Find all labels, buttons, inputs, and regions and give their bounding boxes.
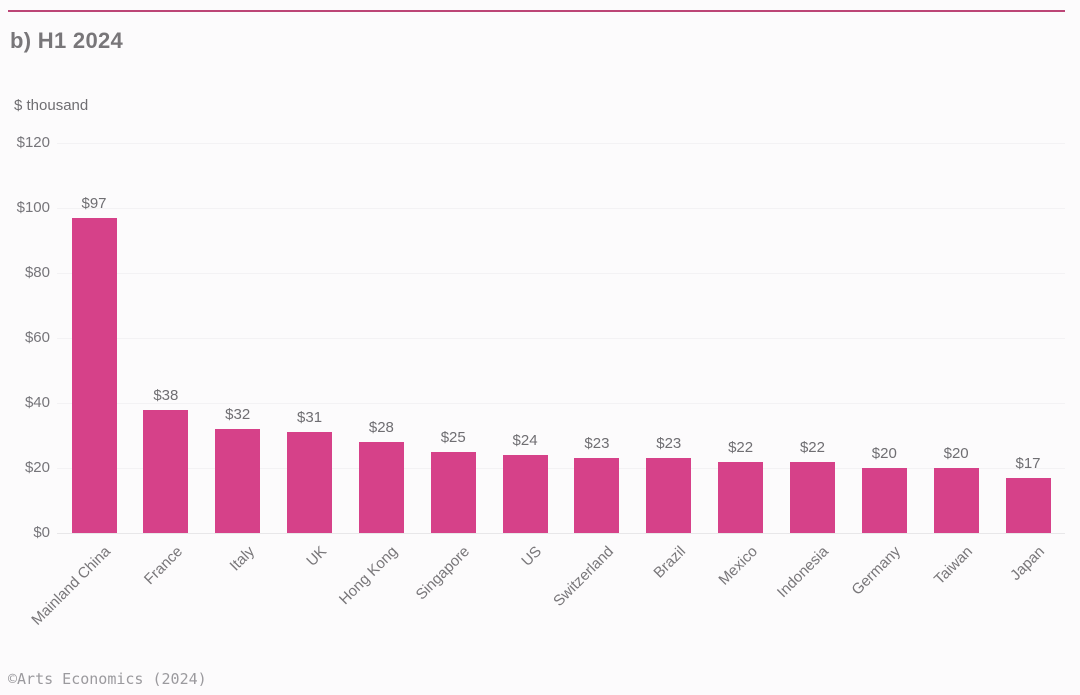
gridline-80: [57, 272, 1065, 274]
x-axis-label-hong-kong: Hong Kong: [336, 543, 402, 609]
bar-value-label-indonesia: $22: [799, 438, 825, 456]
y-axis-tick-label: $120: [16, 133, 50, 151]
bar-value-label-switzerland: $23: [584, 435, 610, 453]
gridline-100: [57, 207, 1065, 209]
bar-indonesia: [789, 461, 835, 533]
chart-title: b) H1 2024: [10, 28, 124, 53]
x-axis-label-italy: Italy: [226, 543, 258, 575]
y-axis-tick-label: $60: [24, 328, 50, 346]
bar-germany: [861, 468, 907, 533]
bar-brazil: [646, 458, 692, 533]
bar-italy: [215, 429, 261, 533]
y-axis-tick-label: $40: [24, 393, 50, 411]
bar-hong-kong: [358, 442, 404, 533]
gridline-120: [57, 142, 1065, 144]
bar-chart-plot-area: $0 $20 $40 $60 $80 $100 $120 $97 Mainland China $…: [17, 134, 1065, 629]
bar-value-label-mainland-china: $97: [81, 194, 107, 212]
bar-value-label-germany: $20: [871, 445, 897, 462]
accent-divider-line: [8, 10, 1065, 12]
x-axis-label-us: US: [518, 543, 546, 570]
bar-value-label-us: $24: [512, 432, 538, 449]
x-axis-label-mexico: Mexico: [715, 543, 761, 589]
x-axis-label-france: France: [140, 543, 186, 589]
bar-mainland-china: [71, 217, 117, 533]
x-axis-label-germany: Germany: [848, 543, 905, 599]
bar-value-label-france: $38: [153, 386, 179, 404]
y-axis-tick-label: $80: [24, 263, 50, 281]
bar-value-label-taiwan: $20: [943, 445, 969, 462]
bar-us: [502, 455, 548, 533]
x-axis-label-indonesia: Indonesia: [774, 543, 833, 602]
x-axis-label-brazil: Brazil: [650, 543, 689, 582]
y-axis-tick-label: $0: [33, 523, 50, 541]
bar-japan: [1005, 477, 1051, 533]
bar-uk: [287, 432, 333, 533]
bar-value-label-hong-kong: $28: [368, 419, 394, 436]
x-axis-label-japan: Japan: [1007, 543, 1049, 584]
bar-france: [143, 409, 189, 533]
gridline-40: [57, 402, 1065, 404]
bar-value-label-japan: $17: [1015, 454, 1041, 472]
y-axis-tick-label: $100: [16, 198, 50, 216]
bar-value-label-uk: $31: [297, 409, 323, 427]
y-axis-tick-label: $20: [24, 458, 50, 476]
bar-value-label-singapore: $25: [440, 428, 466, 446]
x-axis-label-mainland-china: Mainland China: [28, 543, 115, 629]
bar-mexico: [718, 461, 764, 533]
gridline-20: [57, 467, 1065, 469]
y-axis-unit-label: $ thousand: [14, 97, 89, 114]
x-axis-label-uk: UK: [302, 543, 330, 570]
bar-singapore: [430, 451, 476, 533]
x-axis-label-singapore: Singapore: [412, 543, 474, 604]
bar-taiwan: [933, 468, 979, 533]
bar-value-label-mexico: $22: [728, 438, 754, 456]
x-axis-label-taiwan: Taiwan: [931, 543, 977, 589]
gridline-0: [57, 532, 1065, 534]
bar-value-label-italy: $32: [225, 406, 251, 423]
copyright-credit: ©Arts Economics (2024): [8, 670, 207, 688]
bar-switzerland: [574, 458, 620, 533]
bar-value-label-brazil: $23: [656, 435, 682, 453]
x-axis-label-switzerland: Switzerland: [550, 543, 617, 610]
gridline-60: [57, 337, 1065, 339]
